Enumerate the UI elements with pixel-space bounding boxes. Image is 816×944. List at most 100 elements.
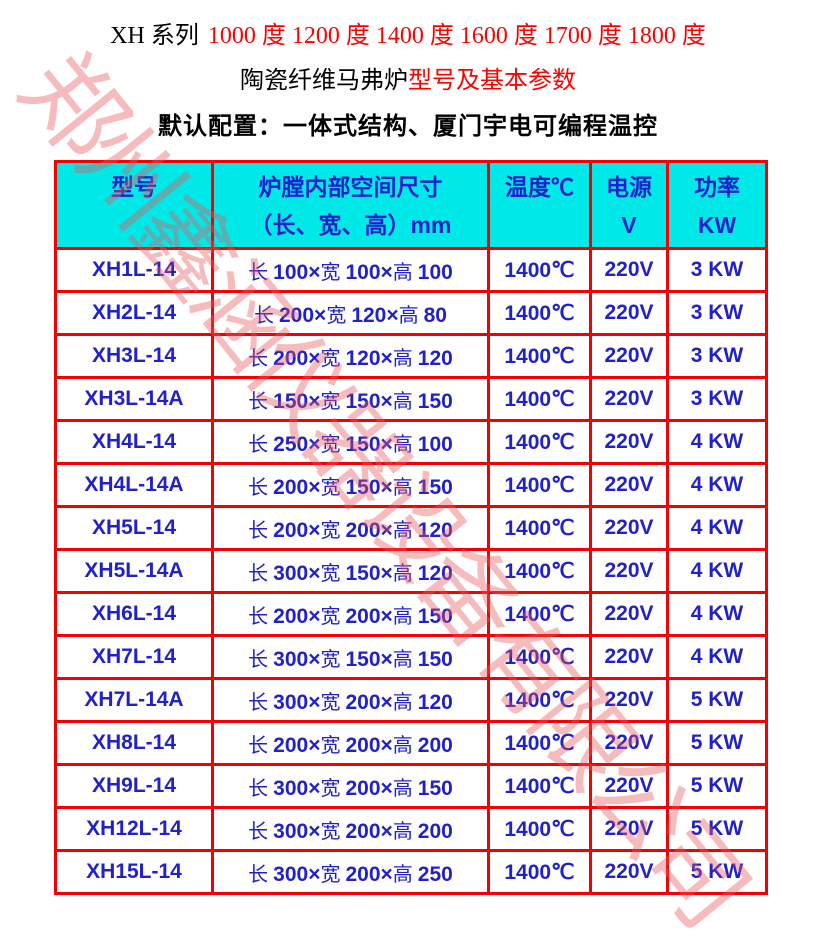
times-symbol: × (380, 776, 393, 800)
dim-label-height: 高 (392, 519, 418, 542)
col-header-power-line2: KW (697, 212, 737, 238)
power-cell: 4 KW (666, 548, 768, 594)
times-symbol: × (308, 475, 321, 499)
col-header-power-supply-line1: 电源 (606, 174, 652, 200)
dim-value-height: 150 (417, 647, 453, 671)
dim-value-height: 120 (417, 690, 453, 714)
dimensions-cell: 长 300×宽 200×高 250 (211, 849, 490, 895)
title-line-2: 陶瓷纤维马弗炉型号及基本参数 (0, 59, 816, 104)
power-cell: 5 KW (666, 720, 768, 766)
dim-label-height: 高 (392, 820, 418, 843)
col-header-chamber-size: 炉膛内部空间尺寸 （长、宽、高）mm (211, 160, 490, 250)
dim-value-width: 150 (345, 432, 381, 456)
table-row: XH6L-14 长 200×宽 200×高 150 1400℃ 220V 4 K… (54, 591, 768, 637)
dim-value-length: 200 (279, 303, 315, 327)
dim-value-width: 200 (345, 733, 381, 757)
temperature-cell: 1400℃ (487, 290, 592, 336)
dim-label-length: 长 (248, 605, 274, 628)
dim-value-width: 150 (345, 475, 381, 499)
voltage-cell: 220V (589, 548, 669, 594)
dim-label-height: 高 (398, 304, 424, 327)
power-cell: 3 KW (666, 290, 768, 336)
model-cell: XH12L-14 (54, 806, 214, 852)
dim-label-height: 高 (392, 347, 418, 370)
model-cell: XH9L-14 (54, 763, 214, 809)
spec-table-body: XH1L-14 长 100×宽 100×高 100 1400℃ 220V 3 K… (54, 247, 768, 895)
dim-value-height: 100 (417, 260, 453, 284)
col-header-model: 型号 (54, 160, 214, 250)
model-cell: XH8L-14 (54, 720, 214, 766)
col-header-chamber-line1: 炉膛内部空间尺寸 (258, 174, 443, 200)
model-cell: XH3L-14A (54, 376, 214, 422)
dim-label-height: 高 (392, 863, 418, 886)
dim-value-height: 250 (417, 862, 453, 886)
spec-table: 型号 炉膛内部空间尺寸 （长、宽、高）mm 温度℃ 电源 V 功率 KW XH1… (54, 160, 768, 895)
dim-value-width: 200 (345, 862, 381, 886)
times-symbol: × (308, 518, 321, 542)
dim-value-height: 120 (417, 561, 453, 585)
dim-label-length: 长 (248, 777, 274, 800)
model-cell: XH1L-14 (54, 247, 214, 293)
dim-label-width: 宽 (320, 863, 346, 886)
temperature-cell: 1400℃ (487, 462, 592, 508)
dim-value-height: 150 (417, 389, 453, 413)
times-symbol: × (380, 733, 393, 757)
temperature-cell: 1400℃ (487, 634, 592, 680)
dim-value-length: 300 (273, 776, 309, 800)
col-header-model-label: 型号 (111, 174, 157, 200)
dimensions-cell: 长 300×宽 200×高 150 (211, 763, 490, 809)
dim-label-height: 高 (392, 777, 418, 800)
temperature-cell: 1400℃ (487, 849, 592, 895)
temperature-cell: 1400℃ (487, 806, 592, 852)
temperature-cell: 1400℃ (487, 548, 592, 594)
times-symbol: × (314, 303, 327, 327)
model-cell: XH2L-14 (54, 290, 214, 336)
col-header-chamber-line2: （长、宽、高）mm (249, 212, 452, 238)
dimensions-cell: 长 200×宽 200×高 150 (211, 591, 490, 637)
power-cell: 3 KW (666, 376, 768, 422)
dimensions-cell: 长 300×宽 200×高 120 (211, 677, 490, 723)
power-cell: 5 KW (666, 763, 768, 809)
dim-label-length: 长 (248, 691, 274, 714)
dimensions-cell: 长 150×宽 150×高 150 (211, 376, 490, 422)
times-symbol: × (380, 690, 393, 714)
table-row: XH1L-14 长 100×宽 100×高 100 1400℃ 220V 3 K… (54, 247, 768, 293)
dim-value-length: 250 (273, 432, 309, 456)
dim-value-height: 120 (417, 518, 453, 542)
col-header-power: 功率 KW (666, 160, 768, 250)
power-cell: 5 KW (666, 677, 768, 723)
table-row: XH3L-14 长 200×宽 120×高 120 1400℃ 220V 3 K… (54, 333, 768, 379)
col-header-power-supply-line2: V (621, 212, 637, 238)
times-symbol: × (308, 733, 321, 757)
dim-label-length: 长 (248, 390, 274, 413)
dim-value-width: 200 (345, 690, 381, 714)
dim-label-height: 高 (392, 390, 418, 413)
dim-label-height: 高 (392, 734, 418, 757)
dim-label-length: 长 (248, 734, 274, 757)
dim-label-width: 宽 (320, 691, 346, 714)
dim-label-width: 宽 (320, 476, 346, 499)
dim-value-width: 150 (345, 561, 381, 585)
title-params-red: 型号及基本参数 (408, 68, 576, 94)
dim-value-height: 200 (417, 819, 453, 843)
voltage-cell: 220V (589, 290, 669, 336)
power-cell: 3 KW (666, 333, 768, 379)
power-cell: 5 KW (666, 806, 768, 852)
dim-value-height: 150 (417, 475, 453, 499)
times-symbol: × (308, 389, 321, 413)
times-symbol: × (308, 647, 321, 671)
times-symbol: × (308, 260, 321, 284)
model-cell: XH15L-14 (54, 849, 214, 895)
spec-table-header: 型号 炉膛内部空间尺寸 （长、宽、高）mm 温度℃ 电源 V 功率 KW (54, 160, 768, 250)
dim-value-length: 200 (273, 604, 309, 628)
dim-label-length: 长 (248, 519, 274, 542)
voltage-cell: 220V (589, 505, 669, 551)
col-header-power-line1: 功率 (694, 174, 740, 200)
model-cell: XH5L-14 (54, 505, 214, 551)
power-cell: 4 KW (666, 591, 768, 637)
dim-value-length: 200 (273, 733, 309, 757)
dim-label-width: 宽 (320, 562, 346, 585)
temperature-cell: 1400℃ (487, 720, 592, 766)
title-product-black: 陶瓷纤维马弗炉 (240, 68, 408, 94)
voltage-cell: 220V (589, 376, 669, 422)
